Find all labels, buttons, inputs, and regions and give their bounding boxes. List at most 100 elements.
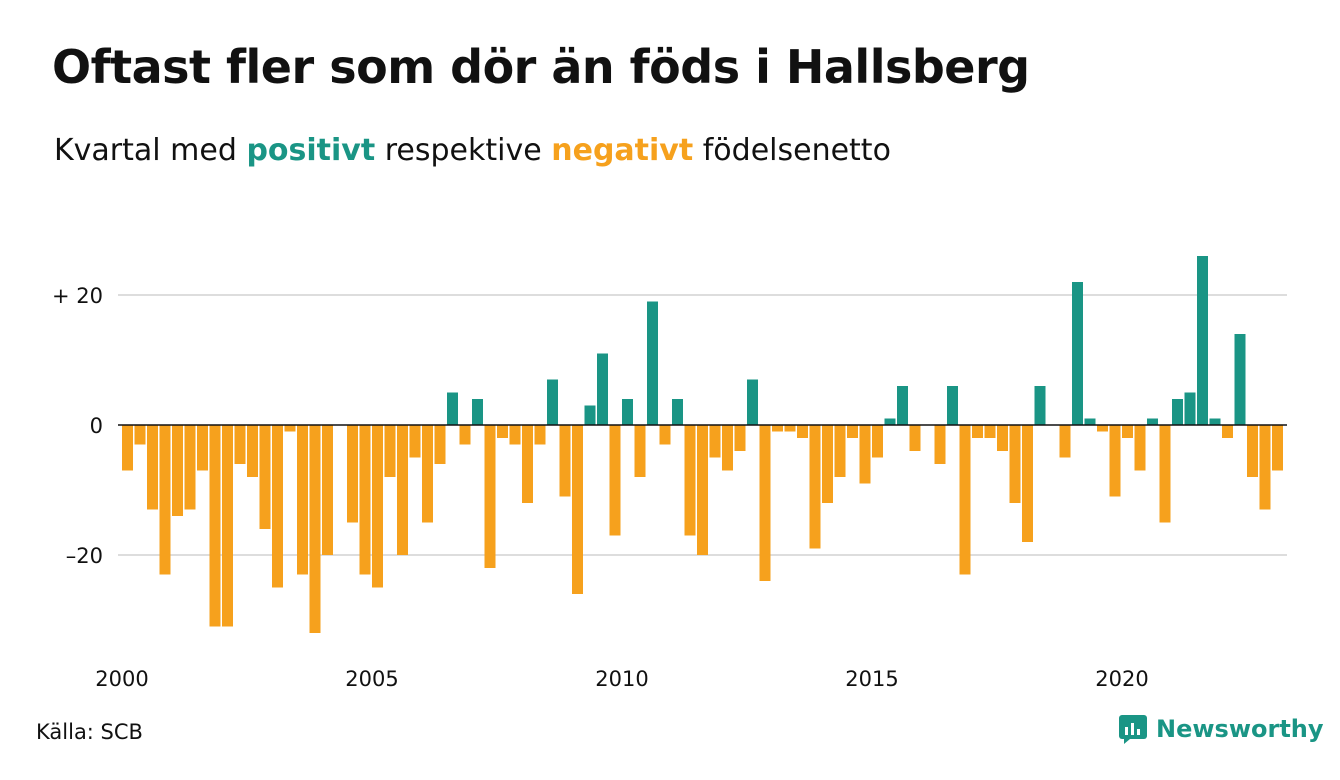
bar <box>122 425 133 471</box>
bar <box>959 425 971 575</box>
y-tick-label: 0 <box>90 414 103 438</box>
bar <box>584 405 596 425</box>
bar <box>672 399 683 425</box>
bar <box>134 425 146 445</box>
bar <box>847 425 858 438</box>
bar <box>297 425 308 575</box>
bar <box>997 425 1008 451</box>
bar <box>1222 425 1233 438</box>
bar <box>822 425 833 503</box>
bar <box>347 425 358 523</box>
bar <box>909 425 921 451</box>
bar <box>1009 425 1021 503</box>
bar <box>422 425 433 523</box>
bar <box>934 425 946 464</box>
brand-logo: Newsworthy <box>1118 714 1324 744</box>
bar <box>897 386 908 425</box>
bar <box>634 425 646 477</box>
bar <box>984 425 996 438</box>
bar <box>1034 386 1046 425</box>
bar <box>259 425 271 529</box>
bar <box>184 425 196 510</box>
bar <box>884 418 896 425</box>
y-tick-label: + 20 <box>52 284 103 308</box>
bar <box>872 425 883 458</box>
chart-title: Oftast fler som dör än föds i Hallsberg <box>52 40 1030 94</box>
bar <box>1122 425 1133 438</box>
bar <box>159 425 171 575</box>
chart-subtitle: Kvartal med positivt respektive negativt… <box>54 133 891 168</box>
bar <box>597 353 608 425</box>
x-tick-label: 2005 <box>345 667 398 691</box>
brand-name: Newsworthy <box>1156 715 1324 743</box>
bar <box>497 425 508 438</box>
bar <box>747 379 758 425</box>
newsworthy-icon <box>1119 715 1147 744</box>
bar <box>234 425 246 464</box>
bar <box>1109 425 1121 497</box>
bar <box>734 425 746 451</box>
bar <box>559 425 571 497</box>
bar <box>459 425 471 445</box>
bar <box>1209 418 1221 425</box>
bar <box>147 425 158 510</box>
bar <box>1134 425 1146 471</box>
bar <box>522 425 533 503</box>
bar <box>972 425 983 438</box>
bar <box>547 379 558 425</box>
bar <box>1159 425 1171 523</box>
bar <box>772 425 783 432</box>
bar <box>1097 425 1108 432</box>
bar <box>534 425 546 445</box>
bar <box>1022 425 1033 542</box>
bar <box>247 425 258 477</box>
bar <box>1184 392 1196 425</box>
bar <box>397 425 408 555</box>
bar <box>472 399 483 425</box>
bar <box>434 425 446 464</box>
subtitle-prefix: Kvartal med <box>54 133 237 168</box>
x-tick-label: 2015 <box>845 667 898 691</box>
bar <box>1234 334 1246 425</box>
bar <box>709 425 721 458</box>
x-tick-label: 2020 <box>1095 667 1148 691</box>
bar <box>359 425 371 575</box>
bar <box>684 425 696 536</box>
bar <box>859 425 871 484</box>
bar <box>372 425 383 588</box>
bar <box>622 399 633 425</box>
subtitle-suffix: födelsenetto <box>702 133 891 168</box>
bar <box>172 425 183 516</box>
bar <box>834 425 846 477</box>
x-tick-label: 2000 <box>95 667 148 691</box>
bar <box>484 425 496 568</box>
bar <box>784 425 796 432</box>
bar <box>309 425 321 633</box>
bar <box>447 392 458 425</box>
source-note: Källa: SCB <box>36 720 143 744</box>
bar <box>1172 399 1183 425</box>
bar <box>647 301 658 425</box>
bar <box>1272 425 1283 471</box>
bar <box>1259 425 1271 510</box>
bar <box>947 386 958 425</box>
subtitle-negative-word: negativt <box>551 133 694 168</box>
bar <box>1197 256 1208 425</box>
bar <box>384 425 396 477</box>
bar <box>572 425 583 594</box>
bar <box>197 425 208 471</box>
bar <box>609 425 621 536</box>
bar <box>722 425 733 471</box>
subtitle-middle: respektive <box>384 133 542 168</box>
bar <box>509 425 521 445</box>
bar <box>1247 425 1258 477</box>
bar <box>697 425 708 555</box>
bar <box>1072 282 1083 425</box>
bar <box>759 425 771 581</box>
bar <box>1147 418 1158 425</box>
bar <box>659 425 671 445</box>
y-tick-label: –20 <box>66 544 103 568</box>
bar <box>1084 418 1096 425</box>
x-tick-label: 2010 <box>595 667 648 691</box>
